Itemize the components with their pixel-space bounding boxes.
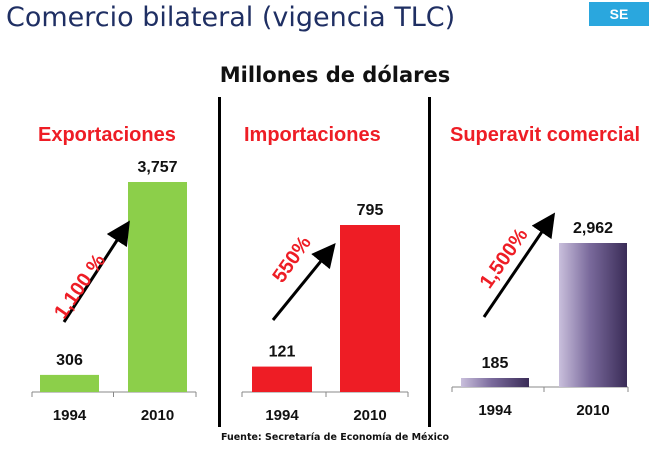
chart-subtitle: Millones de dólares: [219, 63, 451, 87]
panel-heading-importaciones: Importaciones: [244, 124, 381, 146]
bar-1994: [461, 378, 529, 387]
x-tick-label: 1994: [53, 407, 87, 424]
bar-1994: [40, 374, 99, 392]
source-note: Fuente: Secretaría de Economía de México: [220, 432, 450, 443]
bar-value-label: 185: [482, 355, 509, 372]
growth-percentage-label: 550%: [268, 232, 315, 287]
bar-value-label: 121: [269, 344, 296, 361]
bar-value-label: 2,962: [573, 220, 613, 237]
bar-2010: [340, 225, 400, 392]
se-logo-badge: SE: [589, 2, 649, 26]
bar-1994: [252, 366, 312, 392]
x-tick-label: 1994: [265, 407, 299, 424]
bar-2010: [128, 182, 187, 392]
growth-arrow: [271, 243, 336, 321]
x-tick-label: 2010: [353, 407, 386, 424]
panel-heading-exportaciones: Exportaciones: [38, 124, 176, 146]
x-tick-label: 2010: [576, 402, 609, 419]
panel-separator: [428, 97, 431, 427]
bar-value-label: 3,757: [137, 159, 177, 176]
x-tick-label: 1994: [478, 402, 512, 419]
bar-2010: [559, 243, 627, 387]
panel-separator: [218, 97, 221, 427]
growth-arrow: [482, 212, 556, 318]
growth-arrow: [62, 220, 130, 323]
growth-percentage-label: 1,100 %: [50, 250, 110, 323]
x-tick-label: 2010: [141, 407, 174, 424]
bar-value-label: 795: [357, 202, 384, 219]
panel-heading-superavit: Superavit comercial: [450, 124, 641, 146]
slide-title: Comercio bilateral (vigencia TLC): [6, 2, 456, 33]
bar-value-label: 306: [56, 352, 83, 369]
